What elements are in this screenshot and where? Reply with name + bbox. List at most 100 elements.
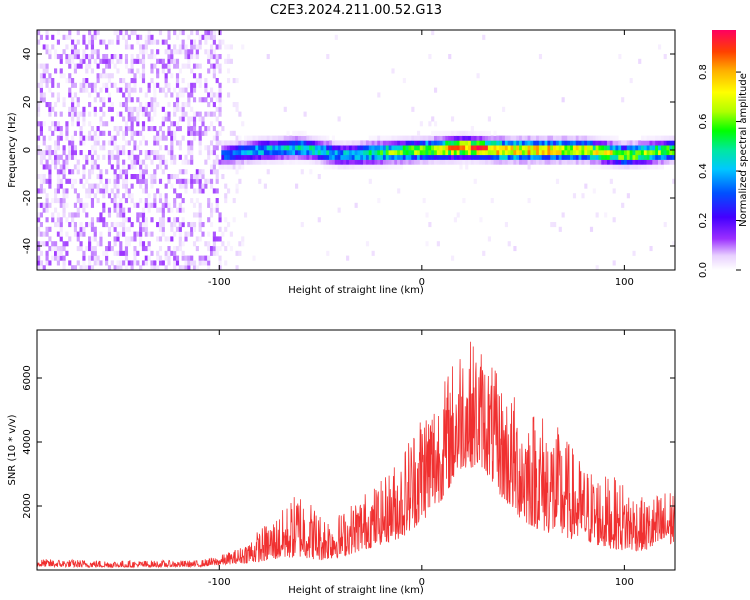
spectrogram-cell [436, 140, 440, 146]
spectrogram-cell [567, 140, 571, 146]
spectrogram-cell [354, 145, 358, 151]
spectrogram-cell [204, 255, 208, 261]
spectrogram-cell [226, 150, 231, 156]
spectrogram-cell [450, 140, 455, 146]
spectrogram-cell [127, 87, 131, 93]
spectrogram-cell [124, 63, 129, 69]
spectrogram-cell [261, 150, 265, 156]
spectrogram-cell [238, 154, 242, 160]
spectrogram-cell [635, 159, 639, 165]
spectrogram-cell [51, 255, 55, 261]
spectrogram-cell [263, 135, 267, 141]
spectrogram-cell [221, 145, 225, 151]
spectrogram-cell [300, 140, 304, 146]
spectrogram-cell [292, 154, 296, 160]
spectrogram-cell [136, 260, 140, 266]
spectrogram-cell [306, 140, 310, 146]
spectrogram-cell [178, 140, 182, 146]
spectrogram-cell [96, 92, 100, 98]
spectrogram-cell [609, 135, 613, 141]
spectrogram-cell [652, 135, 656, 141]
spectrogram-cell [51, 78, 55, 84]
spectrogram-cell [178, 169, 182, 175]
spectrogram-cell [187, 222, 191, 228]
spectrogram-cell [621, 154, 625, 160]
spectrogram-cell [266, 135, 270, 141]
spectrogram-cell [161, 202, 165, 208]
spectrogram-cell [54, 241, 58, 247]
spectrogram-cell [42, 202, 46, 208]
spectrogram-cell [465, 150, 469, 156]
spectrogram-cell [643, 135, 647, 141]
spectrogram-cell [90, 183, 95, 189]
spectrogram-cell [190, 178, 194, 184]
spectrogram-cell [110, 154, 114, 160]
spectrogram-cell [56, 169, 60, 175]
spectrogram-cell [181, 44, 185, 50]
spectrogram-cell [428, 135, 432, 141]
spectrogram-cell [45, 68, 49, 74]
spectrogram-cell [212, 246, 216, 252]
spectrogram-cell [158, 236, 163, 242]
spectrogram-cell [147, 82, 151, 88]
spectrogram-cell [37, 106, 41, 112]
spectrogram-cell [604, 140, 608, 146]
spectrogram-cell [476, 145, 480, 151]
spectrogram-cell [141, 178, 146, 184]
spectrogram-cell [476, 135, 480, 141]
spectrogram-cell [411, 135, 415, 141]
spectrogram-cell [127, 154, 131, 160]
spectrogram-cell [530, 145, 534, 151]
spectrogram-cell [235, 145, 239, 151]
spectrogram-cell [589, 145, 594, 151]
spectrogram-cell [212, 54, 216, 60]
spectrogram-cell [68, 106, 72, 112]
spectrogram-cell [192, 130, 197, 136]
spectrogram-cell [56, 97, 60, 103]
spectrogram-cell [48, 154, 52, 160]
spectrogram-cell [416, 159, 421, 165]
spectrogram-cell [99, 116, 103, 122]
spectrogram-cell [90, 154, 95, 160]
spectrogram-cell [93, 135, 97, 141]
spectrogram-cell [295, 183, 299, 189]
spectrogram-cell [147, 39, 151, 45]
spectrogram-cell [184, 111, 188, 117]
spectrogram-cell [587, 154, 591, 160]
spectrogram-cell [615, 135, 619, 141]
spectrogram-cell [550, 140, 554, 146]
spectrogram-cell [96, 135, 100, 141]
spectrogram-cell [173, 87, 177, 93]
spectrogram-cell [124, 236, 129, 242]
spectrogram-cell [621, 150, 625, 156]
spectrogram-cell [215, 130, 219, 136]
spectrogram-cell [544, 140, 548, 146]
spectrogram-cell [416, 145, 421, 151]
spectrogram-cell [173, 222, 177, 228]
spectrogram-cell [657, 135, 662, 141]
spectrogram-cell [173, 260, 177, 266]
spectrogram-cell [490, 198, 494, 204]
spectrogram-cell [459, 154, 463, 160]
spectrogram-cell [360, 150, 364, 156]
spectrogram-cell [59, 183, 63, 189]
spectrogram-cell [39, 159, 43, 165]
spectrogram-cell [198, 39, 202, 45]
spectrogram-cell [187, 255, 191, 261]
spectrogram-cell [652, 150, 656, 156]
spectrogram-cell [238, 150, 242, 156]
spectrogram-cell [190, 54, 194, 60]
spectrogram-cell [312, 140, 316, 146]
spectrogram-cell [147, 30, 151, 36]
spectrogram-cell [71, 150, 75, 156]
spectrogram-cell [119, 145, 123, 151]
spectrogram-cell [167, 116, 171, 122]
spectrogram-cell [107, 231, 112, 237]
spectrogram-cell [212, 145, 216, 151]
spectrogram-cell [527, 164, 531, 170]
spectrogram-cell [127, 164, 131, 170]
spectrogram-cell [195, 212, 199, 218]
spectrogram-cell [226, 54, 231, 60]
spectrogram-cell [184, 54, 188, 60]
